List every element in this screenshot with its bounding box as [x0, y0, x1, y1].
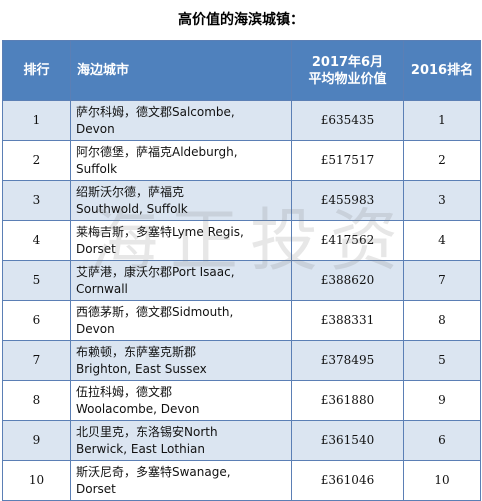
rank2016-cell: 9	[403, 380, 481, 421]
table-row: 4 莱梅吉斯，多塞特Lyme Regis, Dorset £417562 4	[2, 220, 481, 261]
table-row: 6 西德茅斯，德文郡Sidmouth, Devon £388331 8	[2, 300, 481, 341]
price-cell: £388620	[291, 260, 404, 301]
table-header-row: 排行 海边城市 2017年6月平均物业价值 2016排名	[2, 40, 481, 101]
header-city: 海边城市	[70, 40, 292, 101]
rank-cell: 6	[2, 300, 71, 341]
city-cell: 北贝里克，东洛锡安North Berwick, East Lothian	[70, 420, 292, 461]
rank-cell: 4	[2, 220, 71, 261]
price-cell: £361540	[291, 420, 404, 461]
header-rank-2016: 2016排名	[403, 40, 481, 101]
city-cell: 西德茅斯，德文郡Sidmouth, Devon	[70, 300, 292, 341]
table-row: 10 斯沃尼奇，多塞特Swanage, Dorset £361046 10	[2, 460, 481, 501]
header-price: 2017年6月平均物业价值	[291, 40, 404, 101]
price-cell: £635435	[291, 100, 404, 141]
table-row: 3 绍斯沃尔德，萨福克 Southwold, Suffolk £455983 3	[2, 180, 481, 221]
price-cell: £417562	[291, 220, 404, 261]
price-cell: £388331	[291, 300, 404, 341]
price-cell: £455983	[291, 180, 404, 221]
header-rank: 排行	[2, 40, 71, 101]
rank2016-cell: 5	[403, 340, 481, 381]
rank-cell: 10	[2, 460, 71, 501]
table-row: 1 萨尔科姆，德文郡Salcombe, Devon £635435 1	[2, 100, 481, 141]
table-row: 2 阿尔德堡，萨福克Aldeburgh, Suffolk £517517 2	[2, 140, 481, 181]
city-cell: 斯沃尼奇，多塞特Swanage, Dorset	[70, 460, 292, 501]
table-row: 5 艾萨港，康沃尔郡Port Isaac, Cornwall £388620 7	[2, 260, 481, 301]
rank-cell: 3	[2, 180, 71, 221]
rank2016-cell: 3	[403, 180, 481, 221]
price-cell: £378495	[291, 340, 404, 381]
table-row: 7 布赖顿，东萨塞克斯郡 Brighton, East Sussex £378495…	[2, 340, 481, 381]
rank2016-cell: 2	[403, 140, 481, 181]
rank-cell: 9	[2, 420, 71, 461]
table-body: 1 萨尔科姆，德文郡Salcombe, Devon £635435 1 2 阿尔德堡，萨福…	[2, 100, 481, 501]
city-cell: 萨尔科姆，德文郡Salcombe, Devon	[70, 100, 292, 141]
rank-cell: 1	[2, 100, 71, 141]
city-cell: 莱梅吉斯，多塞特Lyme Regis, Dorset	[70, 220, 292, 261]
rank2016-cell: 7	[403, 260, 481, 301]
coastal-towns-table: 排行 海边城市 2017年6月平均物业价值 2016排名 1 萨尔科姆，德文郡Sa…	[2, 40, 481, 501]
rank2016-cell: 8	[403, 300, 481, 341]
rank-cell: 7	[2, 340, 71, 381]
price-cell: £361046	[291, 460, 404, 501]
city-cell: 绍斯沃尔德，萨福克 Southwold, Suffolk	[70, 180, 292, 221]
rank2016-cell: 10	[403, 460, 481, 501]
rank-cell: 2	[2, 140, 71, 181]
city-cell: 艾萨港，康沃尔郡Port Isaac, Cornwall	[70, 260, 292, 301]
rank2016-cell: 1	[403, 100, 481, 141]
city-cell: 布赖顿，东萨塞克斯郡 Brighton, East Sussex	[70, 340, 292, 381]
table-row: 8 伍拉科姆，德文郡 Woolacombe, Devon £361880 9	[2, 380, 481, 421]
city-cell: 阿尔德堡，萨福克Aldeburgh, Suffolk	[70, 140, 292, 181]
rank-cell: 8	[2, 380, 71, 421]
rank2016-cell: 6	[403, 420, 481, 461]
price-cell: £361880	[291, 380, 404, 421]
price-cell: £517517	[291, 140, 404, 181]
city-cell: 伍拉科姆，德文郡 Woolacombe, Devon	[70, 380, 292, 421]
page-title: 高价值的海滨城镇：	[178, 12, 304, 28]
rank-cell: 5	[2, 260, 71, 301]
rank2016-cell: 4	[403, 220, 481, 261]
table-row: 9 北贝里克，东洛锡安North Berwick, East Lothian £36…	[2, 420, 481, 461]
